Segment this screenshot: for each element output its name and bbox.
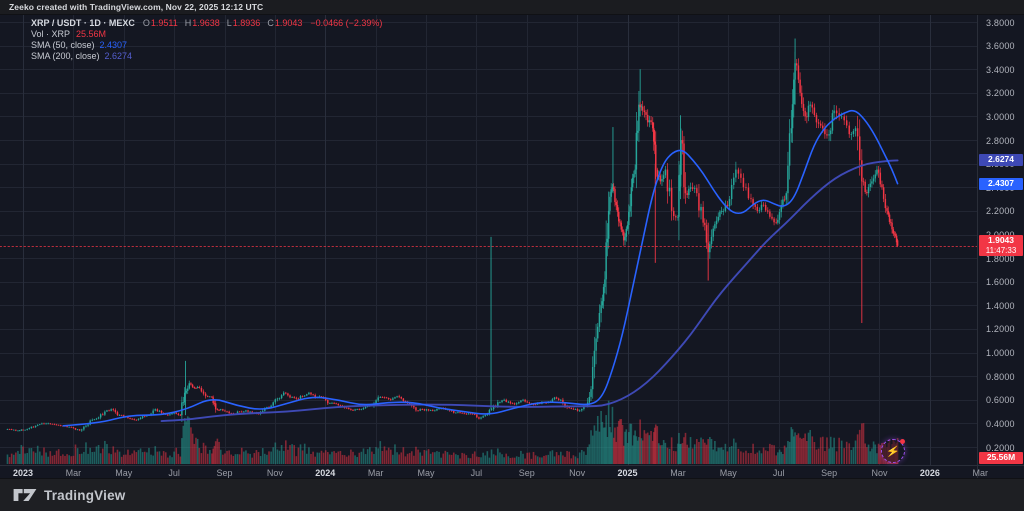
ohlc-high-value: 1.9638 [192, 17, 220, 28]
last-price-badge: 1.9043 11:47:33 [979, 235, 1023, 257]
sma200-badge: 2.6274 [979, 154, 1023, 167]
price-axis-label[interactable]: 3.2000 [986, 88, 1015, 99]
change-value: −0.0466 (−2.39%) [310, 17, 383, 28]
sma200-value: 2.6274 [104, 50, 133, 61]
time-axis-month-label[interactable]: Mar [972, 468, 988, 478]
price-countdown: 11:47:33 [985, 246, 1017, 256]
price-axis-label[interactable]: 0.8000 [986, 371, 1015, 382]
tradingview-logo[interactable]: TradingView [13, 488, 125, 503]
time-axis-month-label[interactable]: Jul [772, 468, 785, 478]
price-axis-label[interactable]: 2.0000 [986, 230, 1015, 240]
attribution-bar: Zeeko created with TradingView.com, Nov … [0, 0, 1024, 15]
sma200-label: SMA (200, close) [31, 50, 100, 61]
price-axis-label[interactable]: 1.2000 [986, 324, 1015, 335]
sma50-value: 2.4307 [99, 39, 128, 50]
price-axis-label[interactable]: 1.4000 [986, 300, 1015, 311]
price-axis-label[interactable]: 3.6000 [986, 41, 1015, 52]
time-axis-year-label[interactable]: 2024 [315, 468, 336, 478]
lightning-icon: ⚡ [885, 444, 901, 459]
time-axis-month-label[interactable]: May [417, 468, 435, 478]
chart-legend: XRP / USDT · 1D · MEXC O 1.9511 H 1.9638 L… [31, 17, 382, 61]
time-axis-month-label[interactable]: Sep [216, 468, 233, 478]
tradingview-logo-icon [13, 489, 37, 501]
legend-sma50-row[interactable]: SMA (50, close) 2.4307 [31, 39, 382, 50]
volume-label: Vol · XRP [31, 28, 71, 39]
price-axis-label[interactable]: 1.0000 [986, 348, 1015, 359]
sma50-badge: 2.4307 [979, 177, 1023, 190]
symbol-title: XRP / USDT · 1D · MEXC [31, 17, 135, 28]
time-axis-month-label[interactable]: Nov [871, 468, 888, 478]
time-axis-month-label[interactable]: Mar [670, 468, 686, 478]
tradingview-brand-text: TradingView [44, 487, 126, 503]
time-axis-year-label[interactable]: 2023 [12, 468, 34, 478]
price-axis-label[interactable]: 0.6000 [986, 395, 1015, 406]
attribution-text: Zeeko created with TradingView.com, Nov … [9, 2, 264, 12]
ohlc-low-label: L [226, 17, 232, 28]
time-axis-month-label[interactable]: Mar [65, 468, 82, 478]
ohlc-open-label: O [142, 17, 150, 28]
time-axis-month-label[interactable]: Sep [518, 468, 535, 478]
volume-badge: 25.56M [979, 452, 1023, 464]
ohlc-close-label: C [267, 17, 274, 28]
sma50-label: SMA (50, close) [31, 39, 95, 50]
time-axis-month-label[interactable]: Mar [367, 468, 384, 478]
price-axis-label[interactable]: 2.2000 [986, 206, 1015, 217]
footer-bar: TradingView [0, 478, 1024, 511]
time-axis-month-label[interactable]: Sep [821, 468, 838, 478]
price-axis-label[interactable]: 0.4000 [986, 418, 1015, 429]
notification-dot [900, 439, 905, 444]
price-axis-label[interactable]: 2.8000 [986, 135, 1015, 146]
lightning-marker[interactable]: ⚡ [881, 439, 905, 463]
volume-value: 25.56M [76, 28, 107, 39]
time-axis-year-label[interactable]: 2025 [617, 468, 638, 478]
time-axis-month-label[interactable]: May [115, 468, 133, 478]
time-axis-month-label[interactable]: Nov [569, 468, 586, 478]
ohlc-high-label: H [184, 17, 192, 28]
price-axis-label[interactable]: 3.4000 [986, 64, 1015, 75]
price-axis-label[interactable]: 1.6000 [986, 277, 1015, 288]
price-axis-label[interactable]: 3.8000 [986, 17, 1015, 28]
time-axis-month-label[interactable]: May [719, 468, 737, 478]
time-axis-month-label[interactable]: Jul [470, 468, 483, 478]
legend-symbol-row[interactable]: XRP / USDT · 1D · MEXC O 1.9511 H 1.9638 L… [31, 17, 382, 28]
ohlc-open-value: 1.9511 [150, 17, 178, 28]
price-axis-label[interactable]: 1.8000 [986, 253, 1015, 264]
ohlc-low-value: 1.8936 [232, 17, 261, 28]
time-axis-year-label[interactable]: 2026 [919, 468, 940, 478]
time-axis-month-label[interactable]: Jul [168, 468, 180, 478]
legend-volume-row[interactable]: Vol · XRP 25.56M [31, 28, 382, 39]
time-axis-month-label[interactable]: Nov [266, 468, 283, 478]
legend-sma200-row[interactable]: SMA (200, close) 2.6274 [31, 50, 382, 61]
price-axis-label[interactable]: 3.0000 [986, 111, 1015, 122]
price-axis-label[interactable]: 0.2000 [986, 442, 1015, 453]
ohlc-close-value: 1.9043 [274, 17, 303, 28]
